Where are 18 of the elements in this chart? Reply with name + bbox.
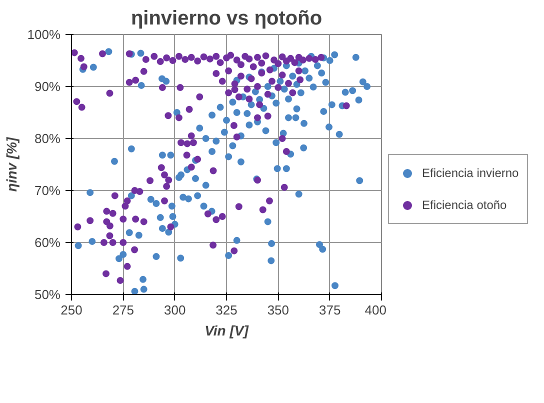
- x-tick-label: 400: [364, 302, 387, 318]
- x-tick-label: 325: [216, 302, 238, 318]
- x-tick-label: 275: [112, 302, 134, 318]
- y-tick-label: 80%: [34, 131, 61, 146]
- y-tick-label: 90%: [34, 79, 61, 94]
- x-axis-title: Vin [V]: [204, 322, 250, 338]
- x-tick-label: 300: [164, 302, 186, 318]
- y-tick-label: 60%: [34, 235, 61, 250]
- x-tick-label: 375: [318, 302, 341, 318]
- x-tick-label: 350: [267, 302, 290, 318]
- y-tick-label: 100%: [27, 27, 61, 42]
- chart-title: ηinvierno vs ηotoño: [130, 8, 322, 30]
- y-axis-title: ηinv [%]: [3, 136, 20, 192]
- legend-label: Eficiencia otoño: [422, 198, 507, 212]
- x-tick-label: 250: [60, 302, 82, 318]
- y-tick-label: 70%: [34, 183, 61, 198]
- y-tick-label: 50%: [34, 287, 61, 302]
- legend-label: Eficiencia invierno: [422, 166, 519, 180]
